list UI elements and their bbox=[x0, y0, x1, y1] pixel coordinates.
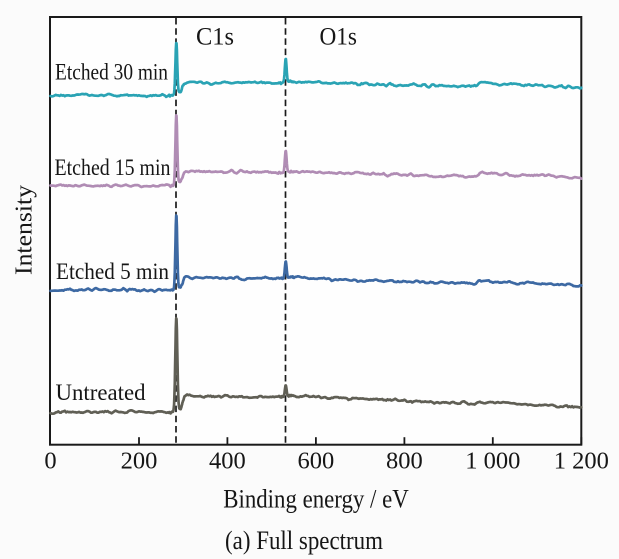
svg-text:400: 400 bbox=[209, 448, 246, 475]
svg-text:O1s: O1s bbox=[320, 24, 358, 51]
svg-text:(a) Full spectrum: (a) Full spectrum bbox=[225, 526, 383, 555]
svg-text:200: 200 bbox=[121, 448, 158, 475]
svg-text:0: 0 bbox=[44, 448, 56, 475]
svg-text:Etched 5 min: Etched 5 min bbox=[56, 259, 169, 284]
svg-text:600: 600 bbox=[298, 448, 335, 475]
svg-text:800: 800 bbox=[386, 448, 423, 475]
svg-text:Intensity: Intensity bbox=[12, 185, 38, 275]
svg-text:C1s: C1s bbox=[196, 24, 234, 51]
svg-text:1 200: 1 200 bbox=[554, 448, 609, 475]
svg-text:Binding energy / eV: Binding energy / eV bbox=[223, 485, 409, 514]
svg-text:Untreated: Untreated bbox=[56, 380, 146, 405]
svg-text:Etched 15 min: Etched 15 min bbox=[55, 155, 171, 180]
svg-text:1 000: 1 000 bbox=[465, 448, 520, 475]
svg-text:Etched 30 min: Etched 30 min bbox=[55, 59, 168, 84]
